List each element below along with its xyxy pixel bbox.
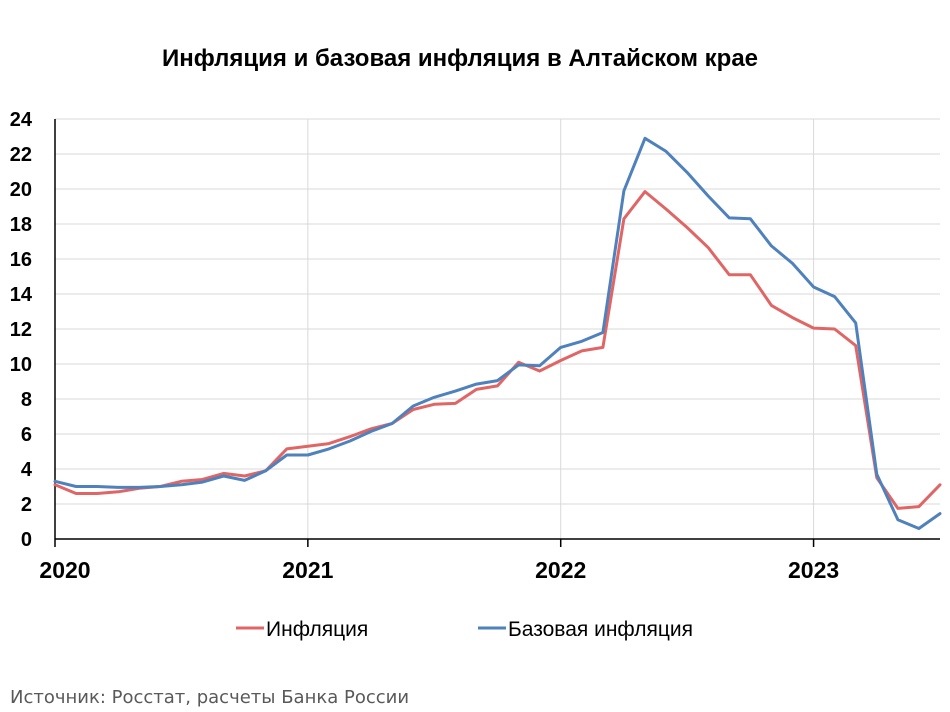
- series-line-2: [53, 136, 942, 530]
- y-tick-label: 14: [10, 284, 33, 306]
- y-tick-label: 0: [21, 529, 32, 551]
- y-tick-label: 22: [10, 144, 32, 166]
- x-tick-label: 2021: [282, 557, 333, 583]
- source-note: Источник: Росстат, расчеты Банка России: [10, 687, 409, 708]
- y-tick-label: 4: [21, 459, 33, 481]
- axes: [54, 119, 940, 540]
- chart-title: Инфляция и базовая инфляция в Алтайском …: [162, 45, 758, 72]
- y-tick-label: 16: [10, 249, 32, 271]
- x-tick-label: 2023: [788, 557, 839, 583]
- legend: Инфляция Базовая инфляция: [236, 618, 693, 641]
- x-tick-label: 2020: [39, 557, 90, 583]
- y-tick-label: 20: [10, 179, 32, 201]
- legend-label: Базовая инфляция: [508, 618, 693, 641]
- y-tick-label: 2: [21, 494, 32, 516]
- legend-label: Инфляция: [266, 618, 368, 641]
- y-tick-label: 10: [10, 354, 32, 376]
- y-tick-label: 8: [21, 389, 32, 411]
- series-lines: [53, 136, 942, 530]
- y-tick-label: 6: [21, 424, 32, 446]
- y-tick-label: 18: [10, 214, 32, 236]
- series-line-1: [53, 190, 942, 510]
- grid-lines: [55, 118, 940, 540]
- y-tick-label: 12: [10, 319, 32, 341]
- x-axis-ticks: 2020 2021 2022 2023: [39, 539, 839, 583]
- y-tick-label: 24: [10, 109, 33, 131]
- x-tick-label: 2022: [535, 557, 586, 583]
